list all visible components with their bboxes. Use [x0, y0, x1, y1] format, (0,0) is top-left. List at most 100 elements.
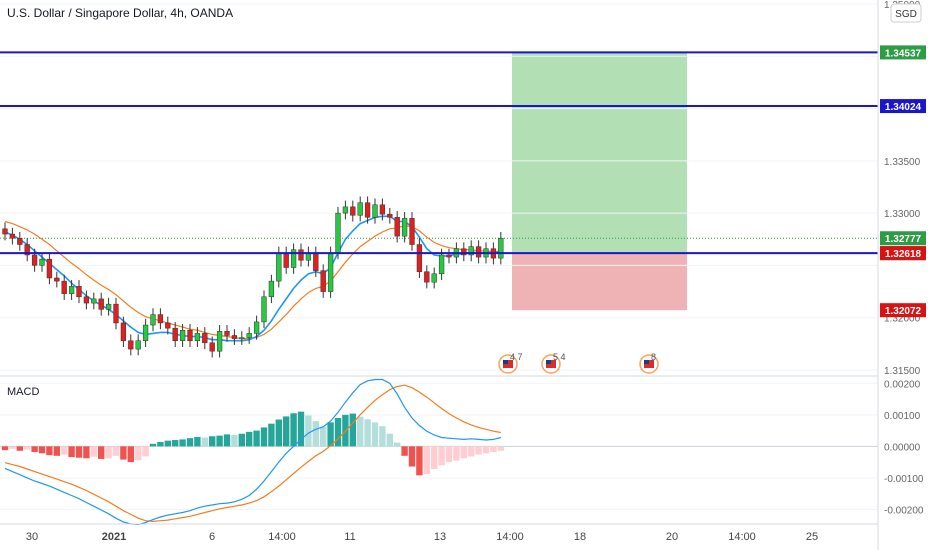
- histogram-bar: [157, 441, 164, 447]
- candle-body: [83, 296, 90, 304]
- candle-body: [468, 246, 474, 256]
- price-tag-bg: [880, 45, 926, 60]
- candle: [416, 238, 423, 278]
- histogram-bar: [320, 426, 327, 447]
- time-tick-label: 6: [209, 531, 215, 543]
- time-tick-label: 13: [434, 531, 446, 543]
- candle-body: [313, 252, 319, 271]
- macd-tick-label: 0.00100: [884, 411, 921, 422]
- candle-body: [461, 248, 467, 256]
- histogram-bar: [268, 423, 275, 447]
- candle: [142, 318, 149, 347]
- candle: [46, 252, 53, 285]
- candle-body: [394, 217, 400, 237]
- candle-body: [179, 330, 186, 341]
- candle: [350, 200, 356, 222]
- candle-body: [165, 322, 171, 329]
- candle: [61, 274, 67, 300]
- histogram-bar: [460, 446, 467, 459]
- histogram-bar: [482, 446, 490, 454]
- macd-histogram: [1, 411, 504, 476]
- macd-tick-label: -0.00100: [884, 474, 924, 485]
- price-tag-bg: [880, 231, 926, 246]
- price-tag: 1.32618: [880, 246, 926, 261]
- histogram-bar: [349, 413, 356, 447]
- candle-body: [224, 331, 230, 336]
- candle-body: [128, 340, 134, 350]
- candle: [135, 334, 141, 356]
- candle-body: [431, 273, 437, 283]
- candle: [2, 222, 8, 241]
- histogram-bar: [275, 419, 282, 447]
- candle-body: [120, 322, 127, 341]
- event-count: 4 7: [510, 352, 523, 362]
- candle-body: [187, 330, 193, 341]
- histogram-bar: [490, 446, 497, 453]
- candle-body: [350, 206, 356, 216]
- histogram-bar: [283, 416, 290, 447]
- price-tag-text: 1.34024: [885, 102, 922, 113]
- time-axis[interactable]: 30 2021 6 14:00 11 13 14:00 18 20 14:00 25: [26, 531, 818, 543]
- candle-body: [239, 337, 245, 339]
- candle: [431, 267, 437, 289]
- price-tag: 1.32777: [880, 231, 926, 246]
- price-tag-text: 1.32777: [885, 234, 922, 245]
- candle: [461, 242, 467, 262]
- candle: [105, 297, 112, 316]
- candle-body: [379, 204, 386, 215]
- candle-body: [268, 280, 275, 298]
- event-marker[interactable]: 4 7: [498, 352, 523, 374]
- event-marker[interactable]: 8: [639, 352, 659, 374]
- histogram-bar: [260, 427, 268, 447]
- event-count: 5 4: [553, 352, 566, 362]
- macd-axis[interactable]: 0.00200 0.00100 0.00000 -0.00100 -0.00200: [884, 379, 924, 516]
- histogram-bar: [75, 446, 83, 458]
- time-tick-label: 25: [806, 531, 818, 543]
- histogram-bar: [120, 446, 127, 460]
- time-tick-label: 11: [344, 531, 355, 543]
- price-tag: 1.32072: [880, 303, 926, 318]
- candle-body: [357, 202, 363, 216]
- histogram-bar: [371, 422, 379, 447]
- candle-body: [24, 244, 30, 256]
- histogram-bar: [105, 446, 112, 459]
- candle-body: [113, 303, 119, 324]
- histogram-bar: [297, 411, 305, 447]
- time-tick-label: 30: [26, 531, 38, 543]
- histogram-bar: [453, 446, 460, 461]
- candle-body: [424, 271, 430, 283]
- position-tool[interactable]: [512, 52, 687, 311]
- histogram-bar: [312, 421, 319, 447]
- candle-body: [39, 258, 45, 266]
- time-tick-label: 18: [574, 531, 586, 543]
- candle: [157, 308, 164, 330]
- candle: [120, 316, 127, 347]
- candle: [446, 248, 452, 264]
- event-marker[interactable]: 5 4: [541, 352, 566, 374]
- histogram-bar: [386, 433, 393, 447]
- candle: [298, 243, 304, 267]
- macd-tick-label: -0.00200: [884, 505, 924, 516]
- histogram-bar: [46, 446, 53, 456]
- candle: [209, 336, 215, 358]
- stop-zone[interactable]: [512, 253, 687, 311]
- event-markers[interactable]: 4 7 5 4 8: [498, 352, 659, 374]
- candle-body: [290, 249, 297, 268]
- target-zone[interactable]: [512, 52, 687, 254]
- flag-canton: [644, 360, 649, 364]
- currency-badge[interactable]: SGD: [890, 3, 922, 23]
- horizontal-levels[interactable]: [0, 51, 878, 255]
- currency-badge-label: SGD: [895, 9, 917, 20]
- candle-body: [372, 204, 378, 218]
- candle-body: [335, 212, 341, 254]
- candle-body: [387, 213, 393, 218]
- candle: [372, 198, 378, 224]
- histogram-bar: [497, 446, 504, 451]
- candle-body: [320, 270, 326, 292]
- histogram-bar: [53, 446, 60, 456]
- candle: [239, 331, 245, 345]
- candle: [379, 198, 386, 221]
- histogram-bar: [164, 440, 171, 447]
